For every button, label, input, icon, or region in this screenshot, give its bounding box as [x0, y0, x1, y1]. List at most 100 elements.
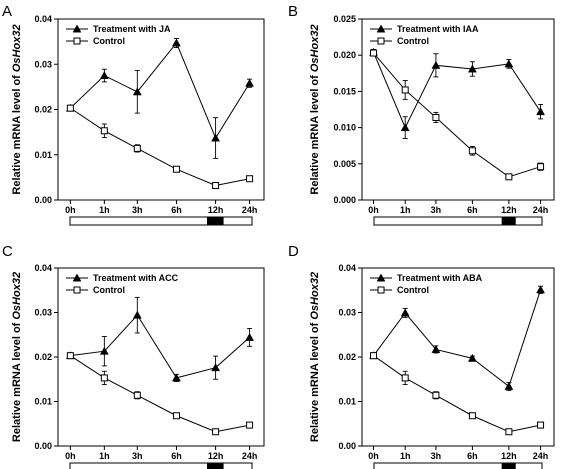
data-point-d-0: [400, 308, 410, 317]
legend-marker-c-1: [73, 286, 81, 294]
y-tick-label-d: 0.02: [338, 352, 356, 362]
legend-marker-d-0: [376, 273, 386, 282]
x-tick-label-b: 12h: [501, 205, 517, 215]
y-tick-label-d: 0.03: [338, 308, 356, 318]
data-point-d-0: [467, 353, 477, 362]
y-axis-label-a: Relative mRNA level of OsHox32: [11, 24, 23, 194]
y-tick-label-a: 0.02: [34, 105, 52, 115]
legend-marker-d-1: [377, 286, 385, 294]
data-point-b-0: [504, 59, 514, 68]
data-point-d-1: [537, 421, 545, 429]
data-point-b-1: [505, 173, 513, 181]
series-line-a-1: [70, 107, 250, 187]
data-point-b-1: [401, 86, 409, 94]
data-point-c-1: [100, 374, 108, 382]
x-tick-label-c: 24h: [242, 451, 258, 461]
legend-label-d-1: Control: [397, 285, 429, 295]
panel-letter-c: C: [2, 243, 13, 260]
legend-label-c-0: Treatment with ACC: [93, 273, 179, 283]
data-point-d-0: [536, 285, 545, 294]
series-control-a: [66, 104, 254, 190]
legend-b: Treatment with IAA Control: [370, 24, 479, 46]
y-tick-label-c: 0.02: [34, 352, 52, 362]
legend-marker-b-1: [377, 37, 385, 45]
panel-letter-a: A: [2, 3, 12, 20]
data-point-c-1: [212, 428, 220, 436]
y-tick-label-d: 0.00: [338, 441, 356, 451]
series-line-d-1: [373, 355, 541, 433]
y-tick-label-b: 0.020: [333, 50, 356, 60]
legend-label-c-1: Control: [93, 285, 125, 295]
plot-frame-c: [57, 267, 265, 447]
legend-label-d-0: Treatment with ABA: [397, 273, 483, 283]
y-tick-label-a: 0.01: [34, 150, 52, 160]
series-treatment-c: [65, 296, 255, 382]
light-dark-bar-b: [373, 216, 543, 226]
legend-c: Treatment with ACC Control: [66, 273, 179, 295]
y-axis-label-prefix-c: Relative mRNA level of: [11, 320, 23, 442]
panel-c: C 0.00 0.01 0.02 0.03 0.04 0h 1h 3h 6h 12h 24h Relat…: [2, 243, 265, 469]
legend-label-a-1: Control: [93, 36, 125, 46]
data-point-d-1: [468, 412, 476, 420]
y-tick-label-b: 0.000: [333, 195, 356, 205]
x-tick-label-d: 12h: [501, 451, 517, 461]
series-control-d: [370, 352, 545, 436]
panel-letter-d: D: [288, 243, 299, 260]
data-point-b-0: [467, 64, 477, 73]
data-point-c-0: [245, 332, 255, 341]
data-point-d-1: [370, 352, 378, 360]
x-tick-label-b: 24h: [533, 205, 549, 215]
x-tick-label-c: 0h: [65, 451, 76, 461]
x-tick-label-a: 1h: [99, 205, 110, 215]
plot-frame-d: [361, 267, 555, 447]
data-point-d-0: [504, 381, 514, 390]
x-tick-label-c: 1h: [99, 451, 110, 461]
series-line-d-0: [373, 289, 542, 388]
x-tick-label-d: 3h: [431, 451, 442, 461]
series-line-b-1: [373, 52, 541, 178]
x-tick-label-b: 3h: [431, 205, 442, 215]
series-treatment-d: [369, 285, 545, 391]
data-point-b-0: [431, 60, 441, 69]
light-dark-bar-a: [69, 216, 253, 226]
legend-marker-c-0: [72, 273, 82, 282]
dark-period-d: [501, 463, 516, 469]
data-point-a-1: [100, 127, 108, 135]
legend-a: Treatment with JA Control: [66, 24, 171, 46]
y-axis-label-gene-b: OsHox32: [309, 24, 321, 72]
data-point-d-1: [401, 374, 409, 382]
x-tick-label-a: 0h: [65, 205, 76, 215]
y-tick-label-d: 0.04: [338, 263, 356, 273]
y-axis-label-gene-a: OsHox32: [11, 24, 23, 72]
y-tick-label-b: 0.010: [333, 123, 356, 133]
y-tick-label-c: 0.01: [34, 397, 52, 407]
panel-a: A 0.00 0.01 0.02 0.03 0.04 0h 1h 3h 6h 12h 24h Relat…: [2, 3, 265, 226]
data-point-c-1: [66, 352, 74, 360]
legend-marker-b-0: [376, 24, 386, 33]
series-control-b: [370, 49, 545, 181]
x-tick-label-b: 0h: [368, 205, 379, 215]
series-treatment-a: [65, 38, 255, 159]
data-point-c-0: [172, 373, 181, 382]
data-point-d-0: [431, 344, 441, 353]
x-tick-label-b: 6h: [467, 205, 478, 215]
series-line-c-1: [70, 355, 250, 433]
panel-d: D 0.00 0.01 0.02 0.03 0.04 0h 1h 3h 6h 12h 24h Relat…: [288, 243, 555, 469]
y-tick-label-c: 0.03: [34, 308, 52, 318]
data-point-a-0: [211, 133, 221, 142]
legend-label-b-1: Control: [397, 36, 429, 46]
data-point-a-0: [172, 38, 181, 47]
y-tick-label-a: 0.04: [34, 14, 52, 24]
data-point-a-0: [245, 78, 255, 87]
x-tick-label-b: 1h: [400, 205, 411, 215]
data-point-c-1: [246, 421, 254, 429]
data-point-c-1: [133, 391, 141, 399]
dark-period-a: [207, 217, 224, 225]
data-point-c-1: [172, 412, 180, 420]
data-point-a-0: [132, 87, 142, 96]
y-axis-label-d: Relative mRNA level of OsHox32: [309, 272, 321, 442]
y-axis-label-gene-d: OsHox32: [309, 272, 321, 320]
data-point-c-0: [99, 346, 109, 355]
y-tick-label-c: 0.00: [34, 441, 52, 451]
x-tick-label-a: 3h: [132, 205, 143, 215]
